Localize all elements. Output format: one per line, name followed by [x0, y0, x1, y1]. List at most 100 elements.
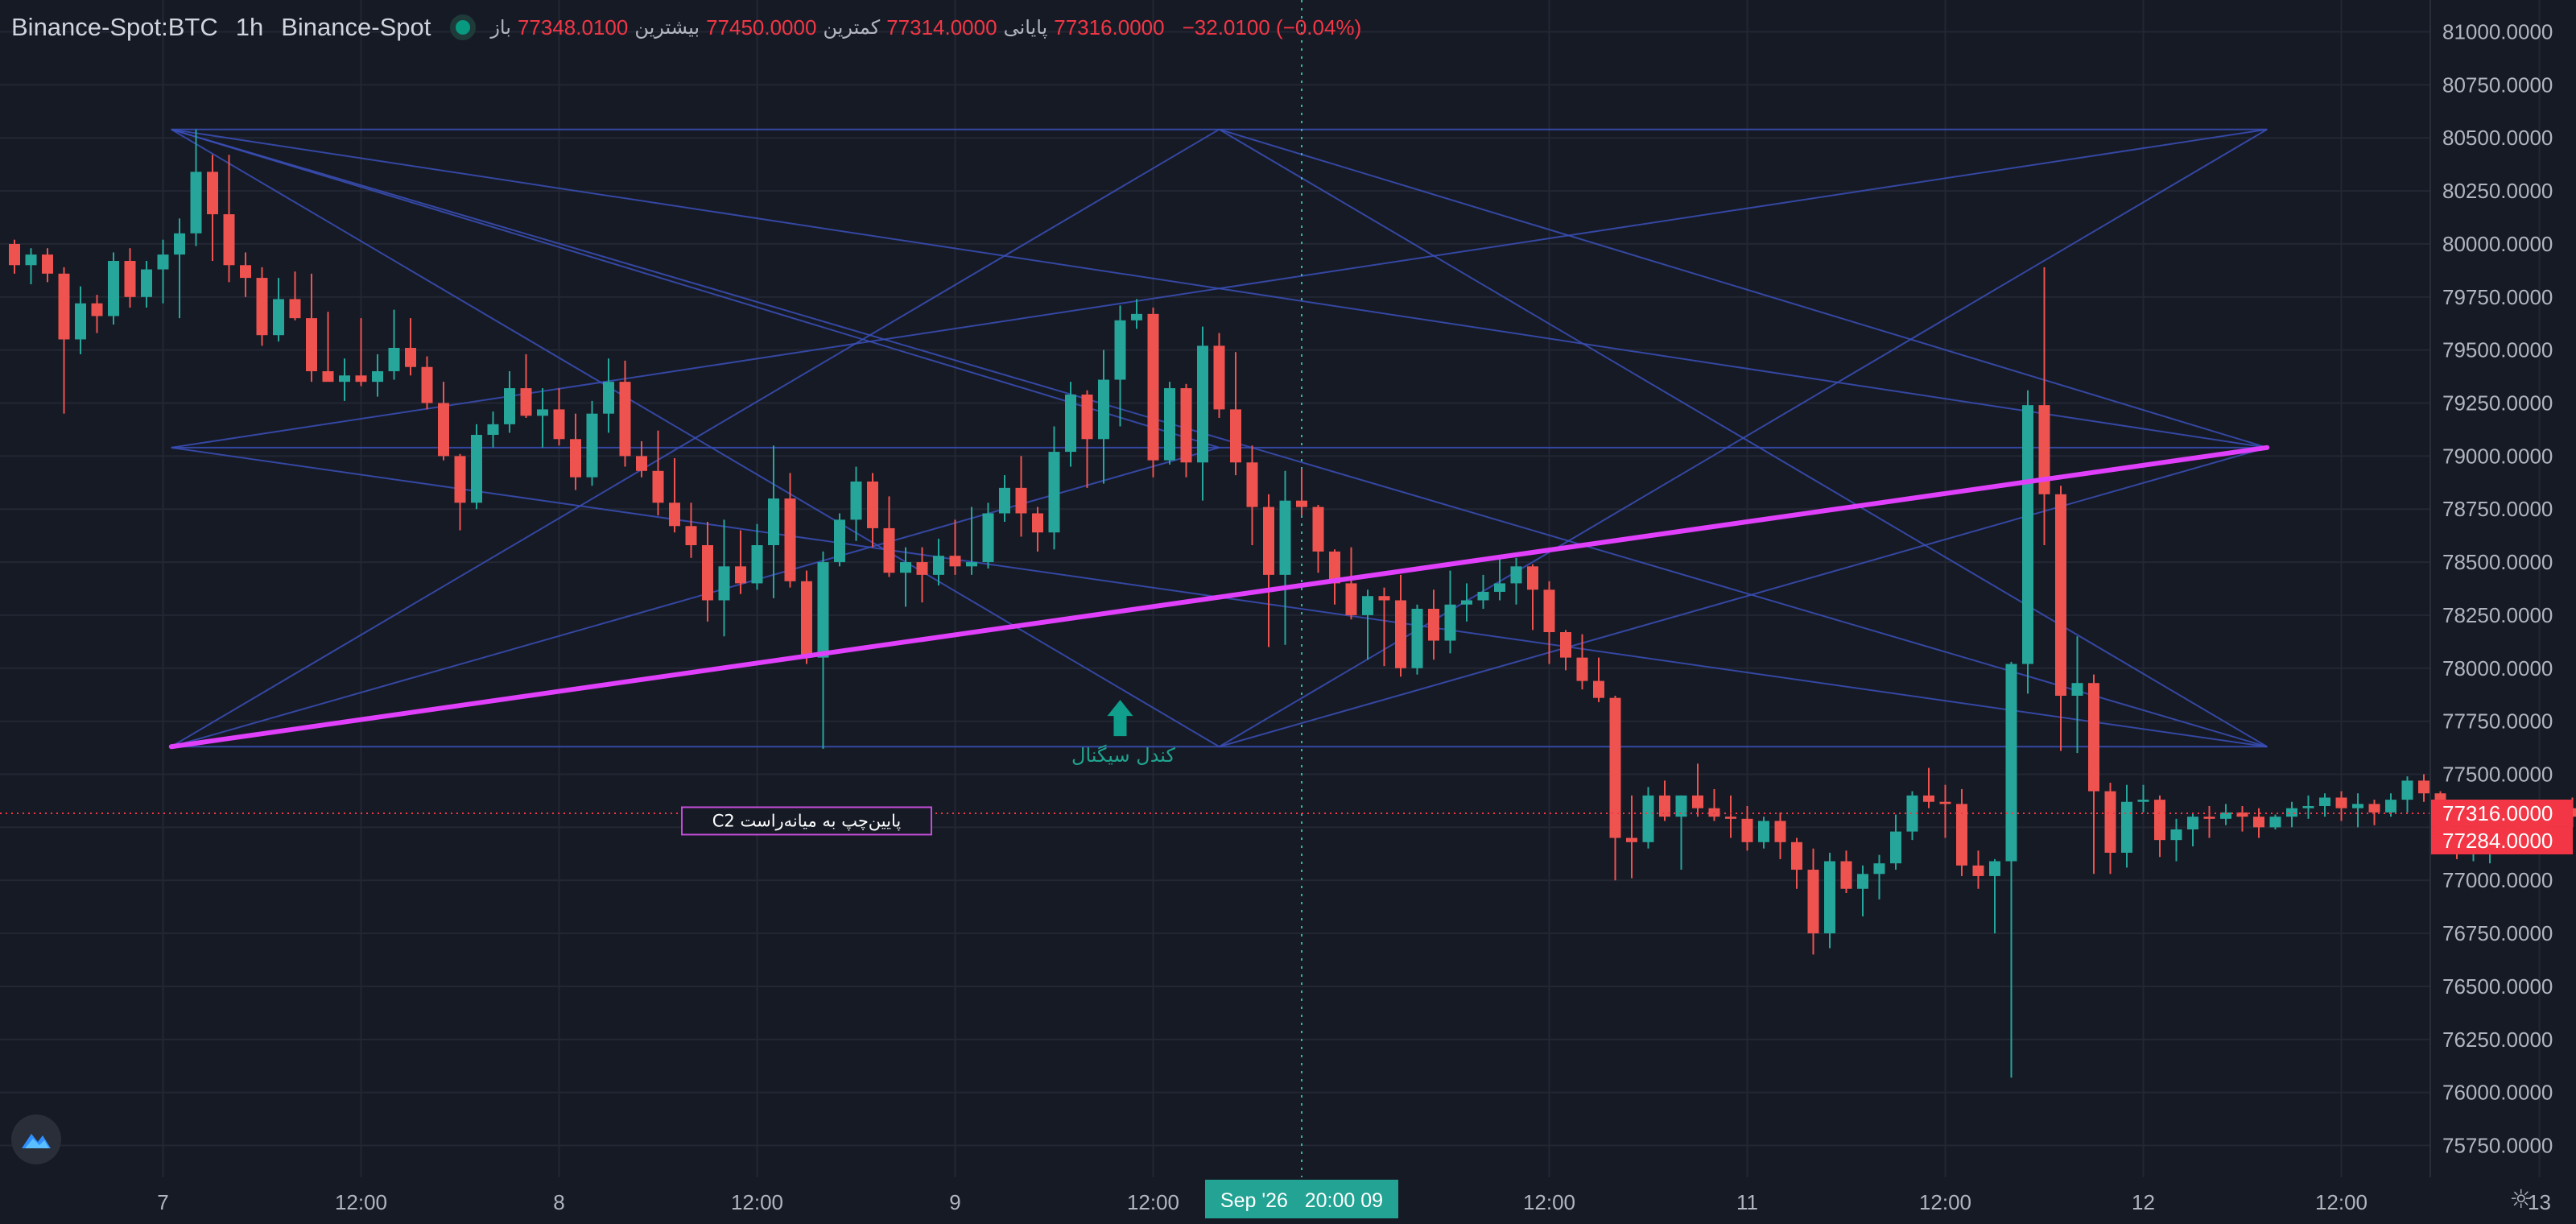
candle-body	[91, 303, 103, 316]
low-value: 77314.0000	[886, 14, 997, 39]
candle-body	[1065, 394, 1076, 453]
candle-body	[240, 265, 251, 279]
pattern-line	[1218, 128, 2268, 748]
price-tick-label: 79000.0000	[2442, 444, 2553, 468]
candle-body	[1593, 680, 1604, 698]
candle-body	[1428, 609, 1439, 641]
pattern-line	[171, 128, 1220, 748]
candle-body	[388, 348, 400, 371]
candle-body	[141, 269, 152, 297]
candle-body	[2121, 801, 2132, 853]
candle-body	[2302, 806, 2314, 808]
price-tick-label: 76750.0000	[2442, 921, 2553, 945]
candle-body	[867, 481, 878, 528]
candle-body	[256, 278, 268, 336]
candle-body	[2335, 797, 2347, 808]
candle-body	[1890, 831, 1901, 864]
candle-body	[405, 348, 416, 367]
price-tick-label: 78250.0000	[2442, 603, 2553, 627]
candle-body	[75, 303, 86, 340]
candle-body	[2236, 812, 2248, 817]
candle-body	[355, 375, 367, 382]
price-axis[interactable]: 81000.0000 80750.0000 80500.0000 80250.0000…	[2431, 20, 2573, 1158]
candle-body	[1345, 583, 1357, 615]
interval-label[interactable]: 1h	[235, 13, 264, 41]
price-tick-label: 78750.0000	[2442, 497, 2553, 521]
price-tick-label: 77000.0000	[2442, 868, 2553, 892]
trendline-drawing[interactable]	[168, 445, 2270, 750]
price-tick-label: 79500.0000	[2442, 338, 2553, 362]
candle-body	[2220, 812, 2231, 819]
candle-body	[1626, 837, 1637, 842]
candle-body	[1956, 804, 1967, 866]
candle-body	[487, 424, 499, 436]
price-tick-label: 79250.0000	[2442, 391, 2553, 416]
candle-body	[1279, 500, 1291, 575]
symbol-name[interactable]: Binance-Spot:BTC	[11, 13, 218, 41]
candle-body	[1807, 870, 1819, 934]
candle-body	[25, 254, 37, 266]
candle-body	[322, 370, 334, 382]
exchange-name: Binance-Spot	[281, 13, 431, 41]
candle-body	[9, 243, 20, 266]
candle-body	[1164, 388, 1175, 461]
candle-body	[2253, 817, 2264, 828]
candle-body	[174, 233, 185, 255]
candle-body	[1939, 801, 1951, 804]
candle-body	[1708, 808, 1720, 817]
candle-body	[42, 254, 53, 274]
price-tick-label: 81000.0000	[2442, 20, 2553, 44]
time-axis[interactable]: 2:00712:00812:00912:0012:001112:001212:0…	[0, 1190, 2576, 1214]
candle-body	[2170, 829, 2182, 841]
candle-body	[966, 562, 977, 567]
candle-body	[1197, 345, 1208, 463]
candle-body	[1906, 795, 1918, 832]
time-tick-label: 12:00	[1523, 1190, 1575, 1214]
price-scale-divider	[2429, 0, 2431, 1177]
candle-body	[2055, 494, 2066, 697]
signal-marker[interactable]: کندل سیگنال	[1071, 700, 1176, 767]
candle-body	[454, 456, 466, 503]
candle-body	[1560, 632, 1571, 658]
symbol-legend: Binance-Spot:BTC 1h Binance-Spot باز 773…	[11, 11, 1361, 43]
harmonic-pattern-drawing[interactable]	[171, 128, 2268, 748]
candle-body	[2104, 791, 2116, 853]
candle-body	[1609, 697, 1621, 838]
candle-body	[2022, 405, 2033, 664]
high-value: 77450.0000	[706, 14, 817, 39]
candle-body	[603, 382, 614, 414]
gear-icon[interactable]: ☼	[2509, 1184, 2533, 1214]
time-tick-label: 12:00	[731, 1190, 783, 1214]
candle-body	[1213, 345, 1225, 410]
note-box[interactable]: پایین‌چپ به میانه‌راست C2	[681, 806, 932, 836]
price-tick-label: 75750.0000	[2442, 1133, 2553, 1157]
time-tick-label: 11	[1736, 1190, 1758, 1214]
candle-body	[1081, 394, 1093, 440]
price-badge	[2431, 826, 2573, 854]
candle-body	[1131, 313, 1142, 320]
time-tick-label: 12:00	[1127, 1190, 1179, 1214]
candle-body	[1296, 500, 1307, 507]
logo-icon[interactable]	[11, 1114, 61, 1164]
candle-body	[1758, 821, 1769, 842]
candle-body	[157, 254, 169, 270]
candle-body	[1675, 795, 1687, 817]
note-box-frame	[681, 806, 932, 836]
price-tick-label: 77500.0000	[2442, 762, 2553, 786]
time-tick-label: 8	[553, 1190, 564, 1214]
crosshair-time-text: Sep '26 20:00 09	[1220, 1189, 1383, 1212]
candle-body	[1015, 487, 1027, 514]
time-tick-label: 12:00	[1919, 1190, 1971, 1214]
candle-body	[1444, 604, 1456, 641]
candle-body	[949, 556, 961, 567]
candle-body	[553, 409, 565, 440]
market-status-icon[interactable]	[450, 14, 477, 40]
price-tick-label: 79750.0000	[2442, 285, 2553, 309]
candle-body	[1527, 566, 1538, 590]
annotations[interactable]: کندل سیگنال پایین‌چپ به میانه‌راست C2	[681, 700, 1176, 836]
note-box-label: پایین‌چپ به میانه‌راست C2	[712, 811, 902, 830]
candle-body	[1972, 865, 1984, 876]
pattern-line	[171, 128, 1220, 449]
price-badge	[2431, 799, 2573, 827]
